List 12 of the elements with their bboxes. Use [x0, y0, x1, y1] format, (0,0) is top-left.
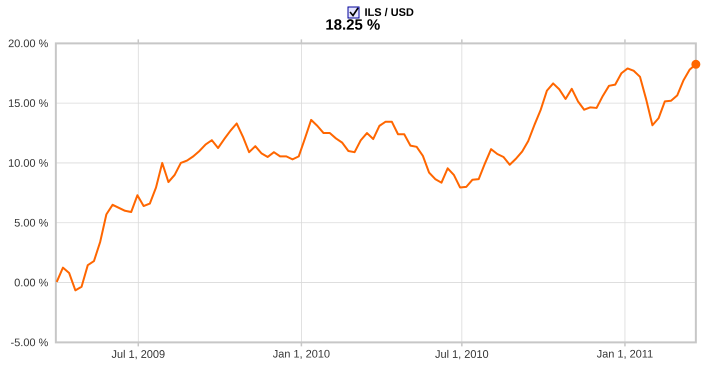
x-tick-label: Jan 1, 2011	[596, 350, 653, 359]
text: 18.25 %	[326, 19, 380, 30]
y-tick-label: 0.00 %	[14, 278, 48, 286]
x-tick-label: Jul 1, 2009	[112, 350, 165, 360]
chart-title: ILS / USD	[365, 8, 414, 16]
y-tick-label: -5.00 %	[11, 338, 48, 346]
y-tick-label: 10.00 %	[8, 159, 48, 167]
x-tick-label: Jan 1, 2010	[272, 350, 330, 359]
y-tick-label: 20.00 %	[8, 39, 48, 48]
y-tick-label: 15.00 %	[8, 99, 48, 108]
y-tick-label: 5.00 %	[14, 218, 48, 227]
x-tick-label: Jul 1, 2010	[435, 350, 488, 360]
